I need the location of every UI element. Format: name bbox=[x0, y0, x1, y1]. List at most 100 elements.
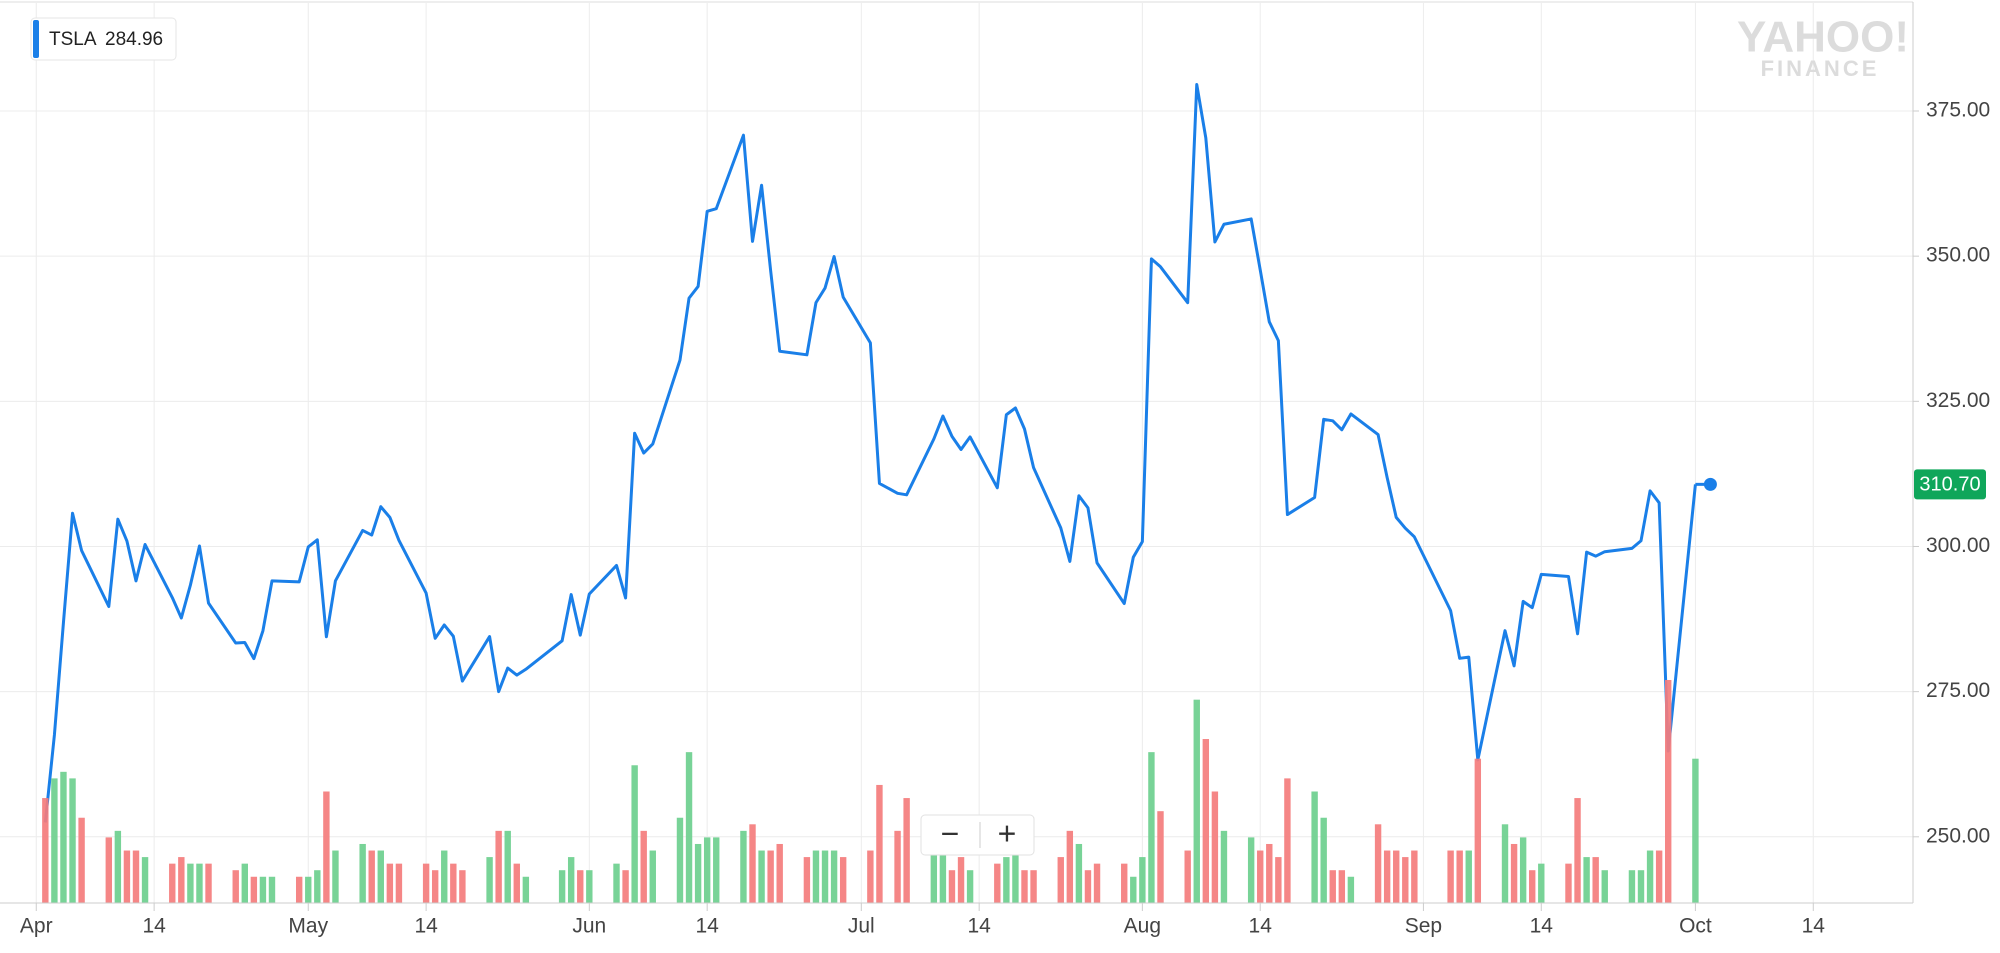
grid bbox=[0, 3, 1913, 903]
y-tick-label: 325.00 bbox=[1926, 389, 1990, 412]
volume-bar bbox=[1519, 837, 1527, 903]
x-tick-label: 14 bbox=[967, 915, 991, 938]
volume-bar bbox=[504, 830, 511, 903]
volume-bar bbox=[1148, 752, 1155, 903]
legend: TSLA 284.96 bbox=[30, 17, 177, 61]
volume-bar bbox=[250, 876, 258, 903]
volume-bar bbox=[1057, 857, 1064, 903]
volume-bar bbox=[894, 830, 901, 903]
volume-bar bbox=[703, 837, 711, 903]
volume-bar bbox=[1157, 811, 1164, 903]
volume-bar bbox=[830, 850, 838, 903]
volume-bar bbox=[1130, 876, 1137, 903]
volume-bar bbox=[1220, 830, 1228, 903]
x-tick-label: 14 bbox=[695, 915, 719, 938]
volume-bar bbox=[141, 857, 149, 903]
volume-bar bbox=[1211, 791, 1219, 903]
volume-bar bbox=[1093, 863, 1101, 903]
legend-box bbox=[30, 17, 177, 61]
volume-bar bbox=[1003, 857, 1010, 903]
x-tick-label: 14 bbox=[1530, 915, 1554, 938]
y-tick-label: 275.00 bbox=[1926, 679, 1990, 702]
volume-bar bbox=[758, 850, 765, 903]
watermark: YAHOO! bbox=[1737, 13, 1909, 62]
volume-bar bbox=[422, 863, 430, 903]
volume-bar bbox=[241, 863, 248, 903]
volume-bar bbox=[876, 784, 883, 903]
x-tick-label: 14 bbox=[414, 915, 438, 938]
volume-bar bbox=[1447, 850, 1454, 903]
volume-bar bbox=[994, 863, 1001, 903]
x-tick-label: Apr bbox=[20, 915, 53, 938]
volume-bar bbox=[295, 876, 303, 903]
volume-bar bbox=[1474, 758, 1482, 903]
volume-bar bbox=[776, 843, 783, 903]
volume-bar bbox=[259, 876, 267, 903]
volume-bar bbox=[1592, 857, 1599, 903]
volume-bar bbox=[522, 876, 530, 903]
volume-bar bbox=[187, 863, 194, 903]
volume-bar bbox=[1075, 843, 1083, 903]
plot-area bbox=[42, 82, 1699, 903]
volume-bar bbox=[196, 863, 203, 903]
volume-bar bbox=[332, 850, 339, 903]
volume-bar bbox=[1266, 843, 1273, 903]
volume-bar bbox=[1021, 870, 1028, 903]
volume-bar bbox=[1393, 850, 1400, 903]
volume-bar bbox=[51, 778, 58, 903]
volume-bar bbox=[314, 870, 321, 903]
volume-bar bbox=[205, 863, 212, 903]
volume-bar bbox=[495, 830, 502, 903]
volume-bar bbox=[42, 798, 49, 903]
volume-bar bbox=[1193, 699, 1200, 903]
volume-bar bbox=[622, 870, 629, 903]
volume-bar bbox=[1574, 798, 1581, 903]
volume-bar bbox=[305, 876, 312, 903]
volume-bar bbox=[1311, 791, 1318, 903]
volume-bar bbox=[1601, 870, 1608, 903]
zoom-controls: − + bbox=[920, 814, 1035, 856]
zoom-out-button[interactable]: − bbox=[941, 815, 960, 851]
volume-bar bbox=[377, 850, 384, 903]
volume-bar bbox=[713, 837, 720, 903]
volume-bar bbox=[486, 857, 493, 903]
volume-bar bbox=[123, 850, 131, 903]
x-tick-label: Oct bbox=[1679, 915, 1712, 938]
volume-bar bbox=[132, 850, 140, 903]
volume-bar bbox=[1465, 850, 1472, 903]
volume-bar bbox=[1529, 870, 1536, 903]
volume-bar bbox=[613, 863, 620, 903]
volume-bar bbox=[1247, 837, 1255, 903]
volume-bar bbox=[441, 850, 448, 903]
volume-bar bbox=[1456, 850, 1463, 903]
volume-bar bbox=[1121, 863, 1128, 903]
volume-bar bbox=[1374, 824, 1382, 903]
zoom-box bbox=[920, 814, 1035, 856]
volume-bar bbox=[368, 850, 375, 903]
volume-bar bbox=[232, 870, 239, 903]
volume-bar bbox=[1501, 824, 1509, 903]
volume-bar bbox=[1329, 870, 1336, 903]
volume-bar bbox=[1284, 778, 1291, 903]
y-tick-label: 350.00 bbox=[1926, 244, 1990, 267]
volume-bar bbox=[1646, 850, 1654, 903]
volume-bar bbox=[1402, 857, 1409, 903]
y-tick-label: 250.00 bbox=[1926, 824, 1990, 847]
volume-bar bbox=[767, 850, 774, 903]
zoom-in-button[interactable]: + bbox=[998, 815, 1017, 851]
volume-bar bbox=[359, 843, 366, 903]
x-tick-label: 14 bbox=[1802, 915, 1826, 938]
volume-bar bbox=[78, 817, 85, 903]
volume-bar bbox=[1139, 857, 1146, 903]
volume-bar bbox=[1692, 758, 1699, 903]
volume-bar bbox=[948, 870, 956, 903]
volume-bar bbox=[957, 857, 965, 903]
volume-bar bbox=[169, 863, 176, 903]
volume-bar bbox=[676, 817, 684, 903]
volume-bar bbox=[558, 870, 566, 903]
volume-bar bbox=[268, 876, 276, 903]
y-tick-label: 375.00 bbox=[1926, 99, 1990, 122]
volume-bar bbox=[386, 863, 394, 903]
volume-bar bbox=[431, 870, 439, 903]
